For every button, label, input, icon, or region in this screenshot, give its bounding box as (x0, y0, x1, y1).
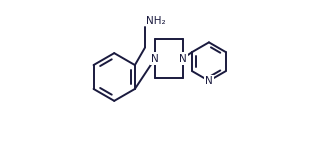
Text: N: N (151, 54, 159, 63)
Text: N: N (205, 76, 213, 86)
Text: N: N (179, 54, 187, 63)
Text: NH₂: NH₂ (146, 16, 165, 26)
